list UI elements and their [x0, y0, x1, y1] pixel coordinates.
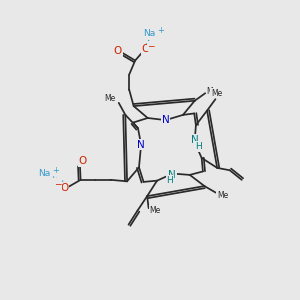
Text: Na: Na [143, 29, 155, 38]
Text: O: O [142, 44, 150, 54]
Text: −: − [147, 42, 155, 51]
Text: O: O [114, 46, 122, 56]
Text: O: O [60, 183, 68, 193]
Text: N: N [168, 170, 176, 180]
Text: Me: Me [105, 94, 116, 103]
Text: Me: Me [150, 206, 161, 215]
Text: H: H [166, 176, 173, 185]
Text: +: + [157, 26, 164, 35]
Text: N: N [137, 140, 145, 150]
Text: O: O [79, 156, 87, 166]
Text: Na: Na [38, 169, 51, 178]
Text: N: N [191, 135, 199, 145]
Text: H: H [195, 142, 202, 151]
Text: −: − [54, 179, 62, 188]
Text: N: N [162, 115, 170, 125]
Text: +: + [52, 166, 59, 175]
Text: Me: Me [217, 190, 228, 200]
Text: Me: Me [206, 87, 218, 96]
Text: Me: Me [211, 89, 222, 98]
